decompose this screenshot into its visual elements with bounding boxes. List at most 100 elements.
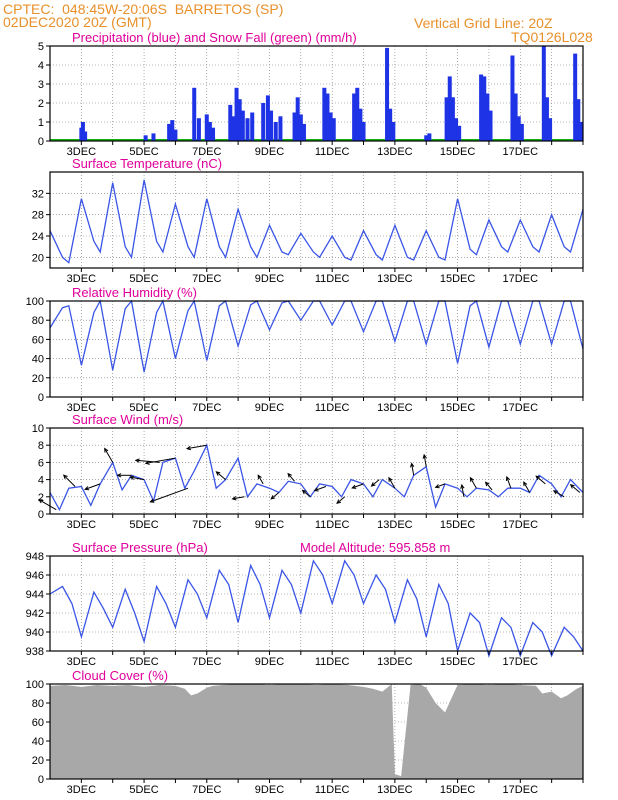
plot-area xyxy=(50,301,583,397)
x-tick-label: 5DEC xyxy=(129,656,158,668)
y-tick-label: 3 xyxy=(38,79,44,91)
wind-arrow-head xyxy=(410,462,415,468)
wind-arrow-head xyxy=(129,475,135,480)
precip-bar xyxy=(170,120,175,141)
precip-bar xyxy=(295,97,300,141)
precip-bar xyxy=(579,122,584,141)
x-tick-label: 15DEC xyxy=(440,784,476,796)
precip-bar xyxy=(573,53,578,141)
panel-title: Precipitation (blue) and Snow Fall (gree… xyxy=(72,30,357,45)
y-tick-label: 0 xyxy=(38,136,44,148)
x-tick-label: 3DEC xyxy=(67,519,96,531)
precip-bar xyxy=(488,110,493,141)
precip-bar xyxy=(516,116,521,141)
wind-arrow-head xyxy=(523,481,528,487)
wind-arrow xyxy=(506,476,512,489)
panel-annotation: Model Altitude: 595.858 m xyxy=(300,540,450,555)
precip-bar xyxy=(361,122,366,141)
precip-bar xyxy=(513,93,518,141)
panel-pressure: 938 940 942 944 946 948 3DEC 5DEC 7DEC 9DEC 11DEC 1… xyxy=(26,540,584,668)
y-tick-label: 20 xyxy=(32,755,44,767)
y-tick-label: 40 xyxy=(32,736,44,748)
precip-bar xyxy=(485,93,490,141)
wind-arrow xyxy=(461,484,465,497)
wind-arrow xyxy=(411,463,415,476)
wind-arrow xyxy=(270,492,280,500)
wind-arrow-head xyxy=(469,476,474,482)
precip-bar xyxy=(576,99,581,141)
precip-bar xyxy=(355,87,360,141)
precip-bar xyxy=(167,123,172,141)
wind-arrow xyxy=(435,483,446,488)
precip-bar xyxy=(482,76,487,141)
panel-title: Surface Temperature (nC) xyxy=(72,156,222,171)
wind-arrow-head xyxy=(84,486,90,491)
y-tick-label: 0 xyxy=(38,509,44,521)
y-tick-label: 8 xyxy=(38,440,44,452)
wind-arrow-head xyxy=(388,476,393,482)
wind-arrow-head xyxy=(215,471,221,476)
x-tick-label: 3DEC xyxy=(67,784,96,796)
x-tick-label: 9DEC xyxy=(255,656,284,668)
precip-bar xyxy=(192,87,197,141)
wind-arrow xyxy=(352,483,364,489)
x-tick-label: 7DEC xyxy=(192,146,221,158)
precip-bar xyxy=(245,118,250,141)
x-tick-label: 5DEC xyxy=(129,146,158,158)
x-tick-label: 15DEC xyxy=(440,273,476,285)
y-tick-label: 4 xyxy=(38,60,44,72)
y-tick-label: 942 xyxy=(26,608,44,620)
x-tick-label: 13DEC xyxy=(377,656,413,668)
x-tick-label: 3DEC xyxy=(67,146,96,158)
precip-bar xyxy=(331,118,336,141)
precip-bar xyxy=(80,122,85,141)
precip-bar xyxy=(237,99,242,141)
x-tick-label: 7DEC xyxy=(192,402,221,414)
x-tick-label: 11DEC xyxy=(315,273,350,285)
x-tick-label: 17DEC xyxy=(503,784,539,796)
wind-arrow-head xyxy=(301,489,307,495)
x-tick-label: 5DEC xyxy=(129,784,158,796)
panel-title: Surface Pressure (hPa) xyxy=(72,540,208,555)
precip-bar xyxy=(211,127,216,141)
precip-bar xyxy=(544,97,549,141)
wind-arrow xyxy=(216,471,226,480)
pressure-line xyxy=(49,559,584,659)
wind-arrow-head xyxy=(460,483,465,489)
plot-area xyxy=(50,46,583,141)
precip-bar xyxy=(207,122,212,141)
y-tick-label: 2 xyxy=(38,98,44,110)
precip-bar xyxy=(457,125,462,141)
wind-arrow-head xyxy=(552,490,558,495)
wind-arrow xyxy=(553,490,565,498)
plot-frame xyxy=(49,45,584,142)
header-run-code: TQ0126L028 xyxy=(511,29,593,45)
precip-bar xyxy=(265,95,270,141)
precip-bar xyxy=(292,112,297,141)
precip-bar xyxy=(454,118,459,141)
panel-title: Surface Wind (m/s) xyxy=(72,412,183,427)
wind-arrow-head xyxy=(144,460,150,465)
wind-arrow xyxy=(287,473,295,482)
x-tick-label: 9DEC xyxy=(255,273,284,285)
precip-bar xyxy=(541,46,546,141)
wind-arrow xyxy=(232,496,245,500)
x-tick-label: 5DEC xyxy=(129,273,158,285)
wind-arrow-head xyxy=(287,472,292,478)
wind-arrow-head xyxy=(351,484,357,489)
y-tick-label: 60 xyxy=(32,717,44,729)
x-tick-label: 9DEC xyxy=(255,402,284,414)
plot-area xyxy=(50,172,583,268)
wind-arrow-head xyxy=(116,473,122,478)
y-tick-label: 2 xyxy=(38,492,44,504)
wind-arrow-head xyxy=(370,482,376,487)
x-tick-label: 13DEC xyxy=(377,273,413,285)
y-tick-label: 0 xyxy=(38,774,44,786)
wind-arrow-head xyxy=(257,474,262,480)
wind-arrow-head xyxy=(185,445,192,451)
panel-humidity: 0 20 40 60 80 100 3DEC 5DEC 7DEC 9DEC 11DEC 13DEC 15… xyxy=(26,285,584,414)
wind-arrow-head xyxy=(336,499,342,504)
wind-arrow xyxy=(314,486,327,492)
cloud-area xyxy=(50,684,583,779)
y-tick-label: 20 xyxy=(32,373,44,385)
